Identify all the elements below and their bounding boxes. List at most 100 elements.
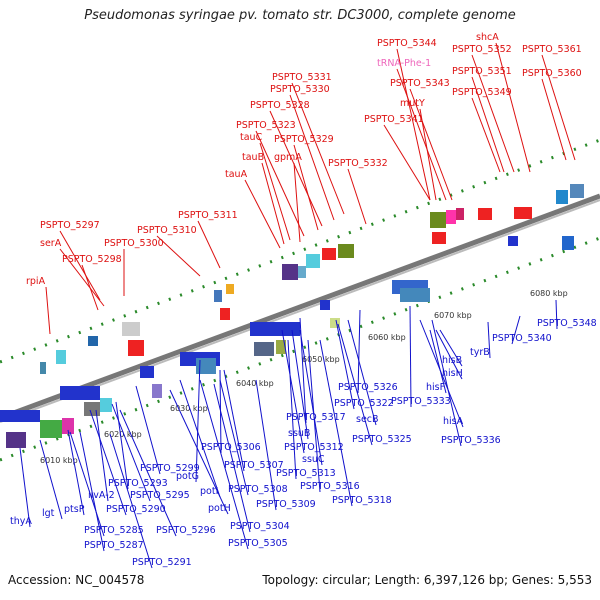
leader-line xyxy=(293,144,319,231)
genome-stats-label: Topology: circular; Length: 6,397,126 bp… xyxy=(262,573,592,587)
leader-line xyxy=(223,369,245,472)
top-gene-label: PSPTO_5297 xyxy=(40,220,100,231)
leader-line xyxy=(293,162,301,243)
leader-line xyxy=(45,286,51,335)
gene-feature xyxy=(320,300,330,310)
top-gene-label: mutY xyxy=(400,98,425,109)
leader-line xyxy=(396,68,447,201)
leader-line xyxy=(337,323,373,446)
gene-feature xyxy=(254,342,274,356)
gene-feature xyxy=(298,266,306,278)
leader-line xyxy=(197,220,221,269)
gene-feature xyxy=(226,284,234,294)
bottom-gene-label: PSPTO_5313 xyxy=(276,468,336,479)
top-gene-label: PSPTO_5330 xyxy=(270,84,330,95)
leader-line xyxy=(471,54,515,173)
bottom-gene-label: PSPTO_5290 xyxy=(106,504,166,515)
gene-feature xyxy=(196,358,216,374)
gene-feature xyxy=(40,362,46,374)
leader-line xyxy=(19,447,31,528)
bottom-gene-label: PSPTO_5293 xyxy=(108,478,168,489)
gene-feature xyxy=(430,212,446,228)
bottom-gene-label: PSPTO_5325 xyxy=(352,434,412,445)
leader-line xyxy=(435,329,463,380)
bottom-gene-label: PSPTO_5333 xyxy=(391,396,451,407)
leader-line xyxy=(281,329,305,454)
leader-line xyxy=(195,359,201,483)
leader-line xyxy=(156,235,201,277)
leader-line xyxy=(419,319,464,428)
bottom-gene-label: PSPTO_5336 xyxy=(441,435,501,446)
gene-feature xyxy=(122,322,140,336)
leader-line xyxy=(429,329,447,394)
leader-line xyxy=(347,319,377,426)
top-gene-label: PSPTO_5298 xyxy=(62,254,122,265)
leader-line xyxy=(291,329,309,440)
leader-line xyxy=(396,48,431,201)
leader-line xyxy=(69,431,105,537)
gene-feature xyxy=(0,410,40,422)
gene-feature xyxy=(84,402,100,416)
leader-line xyxy=(307,339,321,493)
top-gene-label: PSPTO_5352 xyxy=(452,44,512,55)
bottom-gene-label: tyrB xyxy=(470,347,490,358)
bottom-gene-label: PSPTO_5305 xyxy=(228,538,288,549)
leader-line xyxy=(299,329,323,466)
leader-line xyxy=(487,321,491,359)
leader-line xyxy=(119,409,177,537)
leader-line xyxy=(287,339,297,480)
bottom-gene-label: PSPTO_5304 xyxy=(230,521,290,532)
bottom-gene-label: potG xyxy=(176,471,199,482)
scale-label: 6060 kbp xyxy=(368,333,406,342)
accession-label: Accession: NC_004578 xyxy=(8,573,145,587)
top-gene-label: PSPTO_5323 xyxy=(236,120,296,131)
bottom-gene-label: PSPTO_5348 xyxy=(537,318,597,329)
leader-line xyxy=(289,94,335,221)
gene-feature xyxy=(140,366,154,378)
leader-line xyxy=(59,230,101,301)
top-gene-label: PSPTO_5310 xyxy=(137,225,197,236)
leader-line xyxy=(89,409,127,516)
gene-feature xyxy=(282,264,298,280)
leader-line xyxy=(111,403,151,502)
gene-feature xyxy=(214,290,222,302)
top-gene-label: PSPTO_5311 xyxy=(178,210,238,221)
gene-feature xyxy=(446,210,456,224)
leader-line xyxy=(409,88,453,201)
bottom-gene-label: hisA xyxy=(443,416,464,427)
bottom-gene-label: PSPTO_5299 xyxy=(140,463,200,474)
bottom-gene-label: potI xyxy=(200,486,218,497)
leader-line xyxy=(95,409,109,502)
top-gene-label: PSPTO_5360 xyxy=(522,68,582,79)
leader-line xyxy=(135,385,161,475)
scale-label: 6080 kbp xyxy=(530,289,568,298)
leader-line xyxy=(259,142,291,241)
bottom-gene-label: PSPTO_5287 xyxy=(84,540,144,551)
leader-line xyxy=(347,168,367,225)
leader-line xyxy=(255,130,305,237)
gene-feature xyxy=(478,208,492,220)
gene-feature xyxy=(400,288,430,302)
top-gene-label: PSPTO_5343 xyxy=(390,78,450,89)
gene-feature xyxy=(456,208,464,220)
genome-backbone-shadow xyxy=(0,199,600,423)
bottom-gene-label: PSPTO_5306 xyxy=(201,442,261,453)
bottom-gene-label: PSPTO_5309 xyxy=(256,499,316,510)
gene-feature xyxy=(40,420,62,438)
bottom-gene-label: PSPTO_5316 xyxy=(300,481,360,492)
gene-feature xyxy=(128,340,144,356)
top-gene-label: tauC xyxy=(240,132,263,143)
leader-line xyxy=(81,264,99,311)
top-gene-label: PSPTO_5344 xyxy=(377,38,437,49)
leader-line xyxy=(109,433,153,569)
leader-line xyxy=(471,97,501,173)
leader-line xyxy=(471,76,505,173)
top-gene-label: PSPTO_5349 xyxy=(452,87,512,98)
leader-line xyxy=(67,429,85,516)
leader-line xyxy=(541,54,576,161)
top-gene-label: serA xyxy=(40,238,62,249)
top-gene-label: PSPTO_5351 xyxy=(452,66,512,77)
bottom-gene-label: hisH xyxy=(442,368,463,379)
top-gene-label: tRNA-Phe-1 xyxy=(377,58,431,69)
leader-line xyxy=(179,379,221,498)
